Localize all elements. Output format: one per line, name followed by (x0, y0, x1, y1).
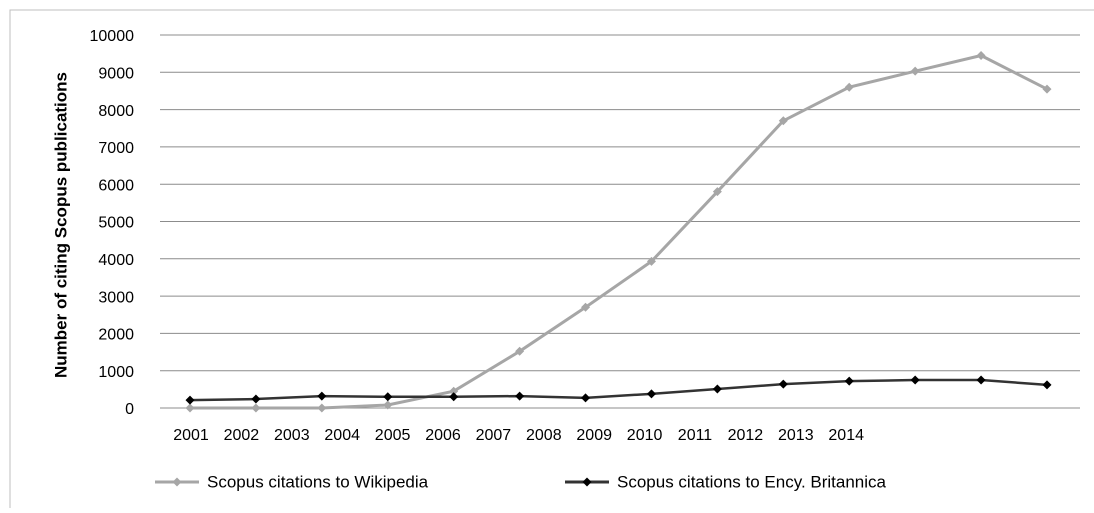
point-marker (251, 394, 261, 404)
point-marker (185, 395, 195, 405)
x-tick-label: 2002 (224, 427, 260, 444)
point-marker (383, 400, 393, 410)
point-marker (778, 116, 788, 126)
chart-frame (9, 9, 1094, 513)
y-tick-label: 5000 (98, 215, 134, 232)
point-marker (910, 375, 920, 385)
point-marker (778, 379, 788, 389)
point-marker (185, 403, 195, 413)
point-marker (712, 384, 722, 394)
x-tick-label: 2006 (425, 427, 461, 444)
series-line (189, 378, 1048, 402)
point-marker (317, 391, 327, 401)
x-tick-label: 2005 (375, 427, 411, 444)
point-marker (910, 66, 920, 76)
point-marker (1042, 84, 1052, 94)
x-tick-label: 2013 (778, 427, 814, 444)
legend-marker (582, 477, 592, 487)
point-marker (449, 386, 459, 396)
x-tick-label: 2009 (576, 427, 612, 444)
point-marker (317, 403, 327, 413)
y-tick-label: 6000 (98, 177, 134, 194)
legend-marker (172, 477, 182, 487)
x-tick-label: 2010 (627, 427, 663, 444)
legend-label: Scopus citations to Ency. Britannica (617, 472, 887, 491)
y-tick-label: 7000 (98, 140, 134, 157)
point-marker (712, 187, 722, 197)
y-axis-label: Number of citing Scopus publications (51, 72, 70, 378)
x-tick-label: 2007 (476, 427, 512, 444)
point-marker (976, 375, 986, 385)
point-marker (646, 389, 656, 399)
y-tick-label: 4000 (98, 252, 134, 269)
x-tick-label: 2003 (274, 427, 310, 444)
point-marker (251, 403, 261, 413)
point-marker (1042, 380, 1052, 390)
point-marker (515, 346, 525, 356)
x-tick-label: 2008 (526, 427, 562, 444)
x-tick-label: 2011 (678, 427, 713, 444)
y-tick-label: 9000 (98, 66, 134, 83)
point-marker (449, 392, 459, 402)
x-tick-label: 2001 (173, 427, 209, 444)
point-marker (646, 256, 656, 266)
point-marker (976, 51, 986, 61)
point-marker (383, 392, 393, 402)
y-tick-label: 10000 (90, 28, 135, 45)
y-tick-label: 0 (125, 401, 134, 418)
y-tick-label: 2000 (98, 327, 134, 344)
y-tick-label: 3000 (98, 289, 134, 306)
legend-label: Scopus citations to Wikipedia (207, 472, 429, 491)
x-tick-label: 2014 (828, 427, 864, 444)
point-marker (581, 302, 591, 312)
point-marker (844, 376, 854, 386)
y-tick-label: 1000 (98, 364, 134, 381)
x-tick-label: 2004 (324, 427, 360, 444)
point-marker (581, 393, 591, 403)
y-tick-label: 8000 (98, 103, 134, 120)
point-marker (515, 391, 525, 401)
series-line (190, 53, 1048, 410)
x-tick-label: 2012 (728, 427, 764, 444)
point-marker (844, 82, 854, 92)
